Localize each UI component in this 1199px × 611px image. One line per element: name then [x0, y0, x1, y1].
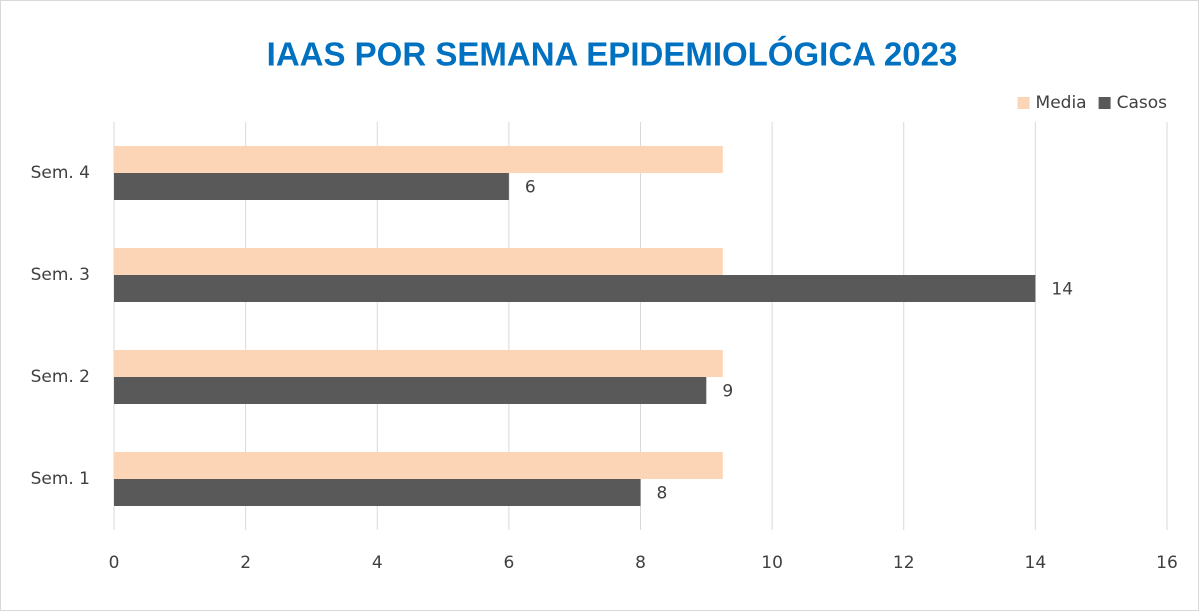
legend-label: Media: [1036, 93, 1087, 113]
x-tick-label: 6: [503, 553, 514, 573]
x-tick-label: 8: [635, 553, 646, 573]
bar: [114, 248, 723, 275]
x-tick-label: 16: [1156, 553, 1178, 573]
y-tick-label: Sem. 4: [31, 163, 90, 183]
x-tick-label: 0: [109, 553, 120, 573]
bar: [114, 479, 641, 506]
y-tick-label: Sem. 2: [31, 367, 90, 387]
data-label: 9: [722, 382, 733, 402]
x-tick-label: 12: [893, 553, 915, 573]
chart-title: IAAS POR SEMANA EPIDEMIOLÓGICA 2023: [267, 36, 958, 73]
x-tick-label: 14: [1025, 553, 1047, 573]
legend-label: Casos: [1117, 93, 1168, 113]
legend-swatch: [1017, 97, 1030, 109]
y-tick-label: Sem. 1: [31, 469, 90, 489]
bar: [114, 377, 707, 404]
bar: [114, 350, 723, 377]
bar: [114, 452, 723, 479]
bar: [114, 275, 1036, 302]
bar: [114, 146, 723, 173]
y-tick-label: Sem. 3: [31, 265, 90, 285]
legend-swatch: [1098, 97, 1111, 109]
data-label: 6: [525, 178, 536, 198]
x-tick-label: 4: [372, 553, 383, 573]
data-label: 8: [657, 484, 668, 504]
data-label: 14: [1051, 280, 1073, 300]
bar: [114, 173, 509, 200]
x-tick-label: 2: [240, 553, 251, 573]
x-tick-label: 10: [761, 553, 783, 573]
